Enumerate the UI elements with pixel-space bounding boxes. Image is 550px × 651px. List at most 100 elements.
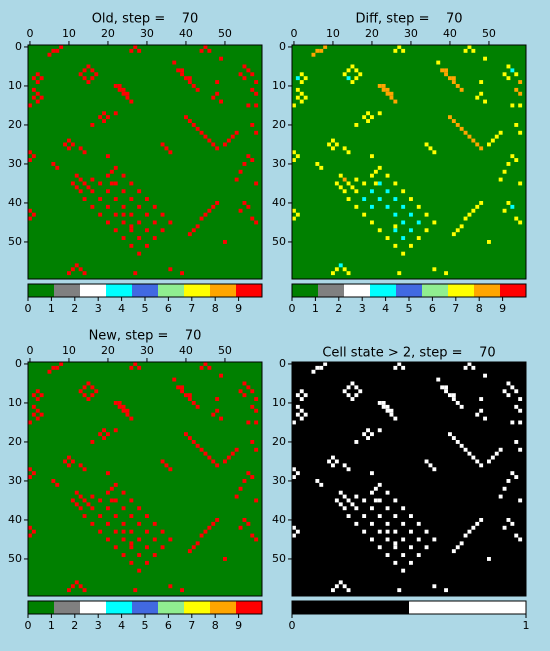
cell [254,408,259,413]
cell [246,68,251,73]
cell [428,463,433,468]
cell [370,471,374,476]
cell [180,72,184,77]
cell [86,185,91,190]
colorbar-segment [422,284,448,297]
cell [246,471,251,476]
colorbar-segment [80,284,106,297]
cell [117,401,122,405]
cell [381,401,386,405]
cell [385,91,390,96]
cell [31,95,36,100]
cell [323,362,328,366]
cell [113,111,118,116]
cell [479,463,484,468]
axes-frame [291,44,527,280]
cell [74,173,79,178]
cell [94,389,99,394]
cell [86,502,91,507]
cell [487,142,491,147]
cell [506,518,511,522]
cell [518,220,523,225]
cell [303,76,308,81]
cell [370,537,374,542]
panel-title: Cell state > 2, step = 70 [322,346,495,361]
cell [55,365,60,370]
cell [459,541,464,546]
cell [215,518,220,522]
cell [121,189,126,194]
cell [393,560,398,565]
cell [455,123,460,127]
cell [106,471,110,476]
colorbar-tick-label: 7 [452,302,459,315]
cell [129,212,134,217]
cell [451,436,456,440]
cell [35,397,40,401]
cell [346,150,351,155]
cell [172,377,177,382]
colorbar-segment [132,601,158,614]
cell [35,80,40,84]
y-tick-label: 40 [8,196,22,209]
cell [137,204,142,209]
cell [377,482,382,487]
x-tick-label: 0 [290,27,297,40]
panel-title: New, step = 70 [89,329,202,344]
cell [98,514,103,518]
cell [250,216,255,221]
cell [510,471,515,476]
cell [219,373,223,378]
cell [467,362,472,366]
cell [475,521,480,526]
cell [172,60,177,65]
cell [70,459,75,464]
colorbar-tick-label: 0 [25,302,32,315]
cell [479,518,484,522]
cell [467,451,472,456]
cell [342,506,347,511]
cell [145,228,149,233]
cell [106,189,110,194]
colorbar-segment [210,284,236,297]
cell [315,162,320,166]
cell [362,529,367,534]
cell [346,385,351,390]
cell [133,271,138,276]
cell [518,181,523,186]
cell [354,189,359,194]
cell [106,506,110,511]
cell [215,408,220,413]
cell [498,447,503,452]
cell [475,95,480,100]
cell [463,447,468,452]
cell [401,365,406,370]
cell [121,91,126,96]
cell [164,146,169,151]
cell [98,529,103,534]
cell [242,381,247,386]
cell [354,177,359,182]
cell [428,146,433,151]
cell [82,588,87,593]
cell [106,115,110,120]
cell [28,103,32,108]
cell [366,111,370,116]
cell [346,588,351,593]
cell [28,150,32,155]
cell [362,212,367,217]
colorbar-segment [28,284,54,297]
cell [113,498,118,503]
cell [401,220,406,225]
cell [350,397,355,401]
cell [129,197,134,201]
cell [385,404,390,409]
cell [168,537,173,542]
cell [385,521,390,526]
cell [31,154,36,159]
cell [295,76,300,81]
cell [311,369,316,374]
cell [502,525,507,530]
cell [55,48,60,53]
